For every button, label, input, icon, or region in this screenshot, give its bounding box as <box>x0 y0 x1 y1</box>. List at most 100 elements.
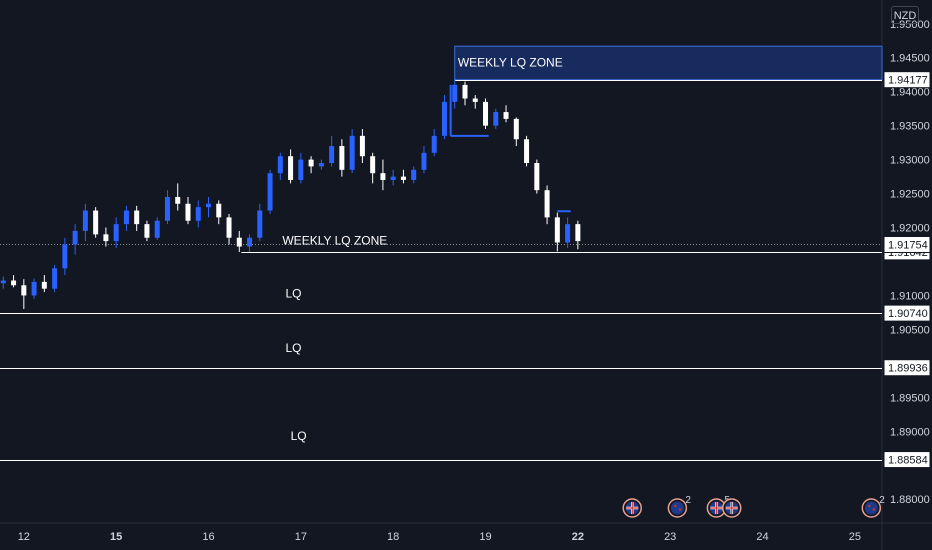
candle-body <box>257 210 263 238</box>
candle-body <box>103 234 109 242</box>
candle-body <box>226 217 232 238</box>
event-count: 2 <box>685 495 691 506</box>
x-tick-label: 16 <box>202 531 214 543</box>
y-tick-label: 1.91000 <box>890 290 930 302</box>
y-tick-label: 1.94500 <box>890 53 930 65</box>
candle-body <box>52 268 58 289</box>
y-tick-label: 1.90500 <box>890 324 930 336</box>
candle-body <box>277 156 283 174</box>
candle-body <box>298 159 304 180</box>
current-price-tag <box>883 236 931 253</box>
candle-body <box>175 196 181 204</box>
event-count: 2 <box>879 495 885 506</box>
currency-badge[interactable]: NZD <box>891 6 919 24</box>
y-tick-label: 1.93000 <box>890 155 930 167</box>
current-price-text: 1.91754 <box>888 240 928 252</box>
candle-body <box>462 84 468 99</box>
candle-body <box>554 217 560 243</box>
candle-body <box>441 101 447 136</box>
candle-body <box>123 210 129 225</box>
price-level-text: 1.90740 <box>888 308 928 320</box>
candle-body <box>21 285 27 296</box>
candle-body <box>390 176 396 180</box>
candle-body <box>93 210 99 235</box>
x-tick-label: 22 <box>572 531 584 543</box>
y-tick-label: 1.92000 <box>890 223 930 235</box>
candle-body <box>134 210 140 225</box>
annotation-label: LQ <box>291 429 307 443</box>
candle-body <box>195 207 201 221</box>
candle-body <box>380 173 386 180</box>
y-tick-label: 1.93500 <box>890 121 930 133</box>
candle-body <box>216 203 222 218</box>
candle-body <box>339 146 345 170</box>
y-tick-label: 1.89000 <box>890 426 930 438</box>
candle-body <box>565 224 571 243</box>
y-tick-label: 1.89500 <box>890 392 930 404</box>
x-tick-label: 12 <box>18 531 30 543</box>
y-tick-label: 1.88000 <box>890 494 930 506</box>
candle-body <box>11 280 17 286</box>
candle-body <box>113 224 119 242</box>
annotation-label: WEEKLY LQ ZONE <box>458 56 563 70</box>
candle-body <box>31 281 37 296</box>
candle-body <box>534 163 540 191</box>
x-tick-label: 19 <box>479 531 491 543</box>
nz-flag-icon <box>864 501 878 515</box>
candle-body <box>154 220 160 238</box>
candle-body <box>411 169 417 180</box>
nz-flag-icon <box>670 501 684 515</box>
candle-body <box>349 135 355 170</box>
candle-body <box>247 237 253 247</box>
annotation-label: LQ <box>285 286 301 300</box>
price-level-text: 1.89936 <box>888 363 928 375</box>
candle-body <box>206 203 211 208</box>
y-tick-label: 1.95000 <box>890 19 930 31</box>
candle-body <box>359 135 365 157</box>
candle-body <box>144 224 150 238</box>
candle-body <box>513 118 519 140</box>
candle-body <box>329 146 335 164</box>
candle-body <box>421 152 427 170</box>
candle-body <box>41 281 47 289</box>
x-tick-label: 23 <box>664 531 676 543</box>
x-tick-label: 17 <box>295 531 307 543</box>
candle-body <box>370 156 376 174</box>
x-tick-label: 25 <box>849 531 861 543</box>
candle-body <box>164 196 170 221</box>
x-tick-label: 18 <box>387 531 399 543</box>
price-level-text: 1.88584 <box>888 455 928 467</box>
candle-body <box>575 224 581 242</box>
candle-body <box>185 203 191 221</box>
nz-flag-star <box>674 504 677 508</box>
candle-body <box>524 139 530 164</box>
candle-body <box>236 237 242 247</box>
nz-flag-star <box>872 508 875 511</box>
annotation-label: LQ <box>285 341 301 355</box>
candle-body <box>503 112 509 119</box>
price-level-tag <box>883 71 931 89</box>
weekly-lq-zone-box <box>454 45 883 81</box>
candle-body <box>267 173 273 211</box>
price-level-tag <box>883 359 931 377</box>
x-tick-label: 24 <box>756 531 768 543</box>
nz-flag-star <box>868 504 871 508</box>
candle-body <box>431 135 437 153</box>
y-tick-label: 1.94000 <box>890 87 930 99</box>
candle-body <box>452 84 458 102</box>
annotation-label: WEEKLY LQ ZONE <box>282 234 387 248</box>
candle-body <box>544 190 550 218</box>
price-level-tag <box>883 304 931 322</box>
candle-body <box>82 210 88 231</box>
candle-body <box>483 101 489 126</box>
price-level-text: 1.94177 <box>888 75 928 87</box>
price-level-tag <box>883 451 931 469</box>
y-tick-label: 1.92500 <box>890 189 930 201</box>
nz-flag-star <box>678 508 682 511</box>
candle-body <box>308 159 314 167</box>
candle-body <box>318 163 324 167</box>
candle-body <box>472 98 478 102</box>
candle-body <box>493 112 499 126</box>
